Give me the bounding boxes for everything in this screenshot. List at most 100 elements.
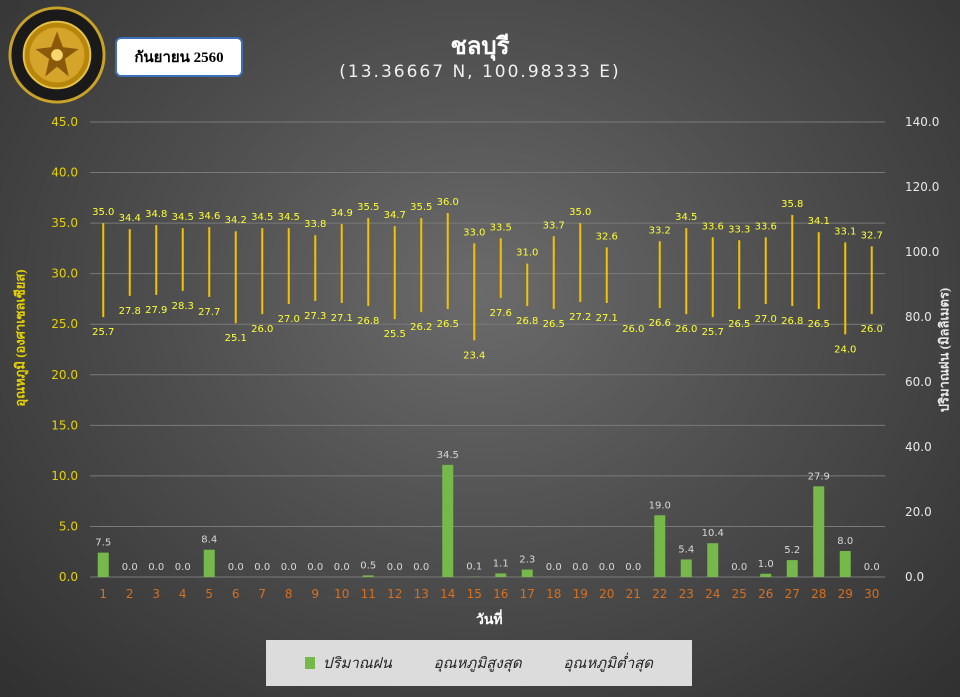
tmin-label: 26.8 <box>357 316 379 327</box>
rain-bar <box>813 486 825 577</box>
tmax-label: 33.2 <box>649 225 671 236</box>
tmin-label: 25.1 <box>225 333 247 344</box>
day-label: 12 <box>387 587 402 601</box>
rain-value-label: 0.0 <box>625 562 641 573</box>
legend-item-min: อุณหภูมิต่ำสุด <box>563 651 653 675</box>
day-label: 4 <box>179 587 187 601</box>
tmin-label: 24.0 <box>834 344 856 355</box>
day-label: 11 <box>361 587 376 601</box>
tmax-label: 35.0 <box>92 207 114 218</box>
rain-bar <box>362 575 374 577</box>
tmax-label: 34.7 <box>384 210 406 221</box>
left-tick-label: 35.0 <box>51 216 78 230</box>
tmax-label: 33.7 <box>543 220 565 231</box>
day-label: 6 <box>232 587 240 601</box>
tmax-label: 35.5 <box>357 202 379 213</box>
rain-value-label: 0.0 <box>546 562 562 573</box>
day-label: 1 <box>99 587 107 601</box>
day-label: 23 <box>679 587 694 601</box>
right-tick-label: 80.0 <box>905 310 932 324</box>
left-tick-label: 20.0 <box>51 368 78 382</box>
tmax-label: 34.1 <box>808 216 830 227</box>
rain-swatch-icon <box>304 657 315 669</box>
day-label: 5 <box>205 587 213 601</box>
tmin-label: 27.6 <box>490 308 512 319</box>
legend-item-rain: ปริมาณฝน <box>304 651 392 675</box>
tmax-label: 33.5 <box>490 222 512 233</box>
rain-bar <box>707 543 719 577</box>
tmax-label: 34.2 <box>225 215 247 226</box>
tmin-label: 26.5 <box>728 319 750 330</box>
day-label: 26 <box>758 587 773 601</box>
rain-value-label: 8.4 <box>201 535 217 546</box>
rain-bar <box>786 560 798 577</box>
right-axis: 0.0 20.0 40.0 60.0 80.0 100.0 120.0 140.0 <box>905 115 939 584</box>
day-label: 14 <box>440 587 455 601</box>
rain-value-label: 0.0 <box>731 562 747 573</box>
legend-label-min: อุณหภูมิต่ำสุด <box>563 656 654 672</box>
station-coordinates: (13.36667 N, 100.98333 E) <box>339 62 621 82</box>
rain-value-label: 5.4 <box>678 544 694 555</box>
tmin-label: 26.0 <box>861 324 883 335</box>
rain-value-label: 10.4 <box>702 528 724 539</box>
right-tick-label: 60.0 <box>905 375 932 389</box>
rain-bar <box>654 515 666 577</box>
day-label: 22 <box>652 587 667 601</box>
rain-value-label: 0.0 <box>599 562 615 573</box>
day-label: 16 <box>493 587 508 601</box>
tmax-label: 35.5 <box>410 202 432 213</box>
tmax-label: 34.4 <box>119 213 141 224</box>
chart-title: ชลบุรี <box>450 32 510 60</box>
rain-value-label: 0.0 <box>572 562 588 573</box>
tmax-label: 31.0 <box>516 248 538 259</box>
legend-label-max: อุณหภูมิสูงสุด <box>433 656 522 672</box>
tmax-label: 34.5 <box>251 212 273 223</box>
rain-bar <box>97 552 109 577</box>
tmin-label: 26.8 <box>516 316 538 327</box>
rain-value-label: 0.0 <box>307 562 323 573</box>
right-tick-label: 140.0 <box>905 115 939 129</box>
tmin-label: 27.3 <box>304 311 326 322</box>
legend-label-rain: ปริมาณฝน <box>322 656 392 672</box>
day-label: 9 <box>311 587 319 601</box>
rain-value-label: 1.0 <box>758 559 774 570</box>
left-tick-label: 15.0 <box>51 418 78 432</box>
rain-value-label: 0.0 <box>281 562 297 573</box>
day-label: 17 <box>520 587 535 601</box>
rain-bar <box>521 569 533 577</box>
right-tick-label: 120.0 <box>905 180 939 194</box>
day-label: 19 <box>573 587 588 601</box>
tmin-label: 27.1 <box>596 313 618 324</box>
rain-bar <box>495 573 507 577</box>
tmax-label: 34.6 <box>198 211 220 222</box>
tmin-label: 27.0 <box>278 314 300 325</box>
rain-value-label: 34.5 <box>437 450 459 461</box>
rain-bars <box>97 464 851 577</box>
rain-bar <box>680 559 692 577</box>
tmin-label: 27.7 <box>198 307 220 318</box>
tmin-label: 26.0 <box>622 324 644 335</box>
day-label: 21 <box>626 587 641 601</box>
rain-value-label: 0.0 <box>228 562 244 573</box>
tmin-label: 27.9 <box>145 305 167 316</box>
tmax-label: 35.8 <box>781 199 803 210</box>
day-label: 28 <box>811 587 826 601</box>
x-axis: 1 2 3 4 5 6 7 8 9 10 11 12 13 14 15 16 17 18 19 20 21 22 23 24 2… <box>99 587 879 601</box>
day-label: 20 <box>599 587 614 601</box>
tmin-label: 26.2 <box>410 322 432 333</box>
tmax-label: 34.5 <box>172 212 194 223</box>
tmax-label: 33.6 <box>702 221 724 232</box>
gridlines <box>90 121 885 578</box>
tmin-label: 26.8 <box>781 316 803 327</box>
rain-bar <box>760 573 772 577</box>
tmax-label: 36.0 <box>437 197 459 208</box>
tmax-label: 35.0 <box>569 207 591 218</box>
tmax-label: 34.5 <box>278 212 300 223</box>
left-tick-label: 30.0 <box>51 267 78 281</box>
tmax-label: 32.7 <box>861 230 883 241</box>
left-tick-label: 45.0 <box>51 115 78 129</box>
tmax-label: 33.8 <box>304 219 326 230</box>
day-label: 27 <box>785 587 800 601</box>
tmin-label: 26.0 <box>675 324 697 335</box>
